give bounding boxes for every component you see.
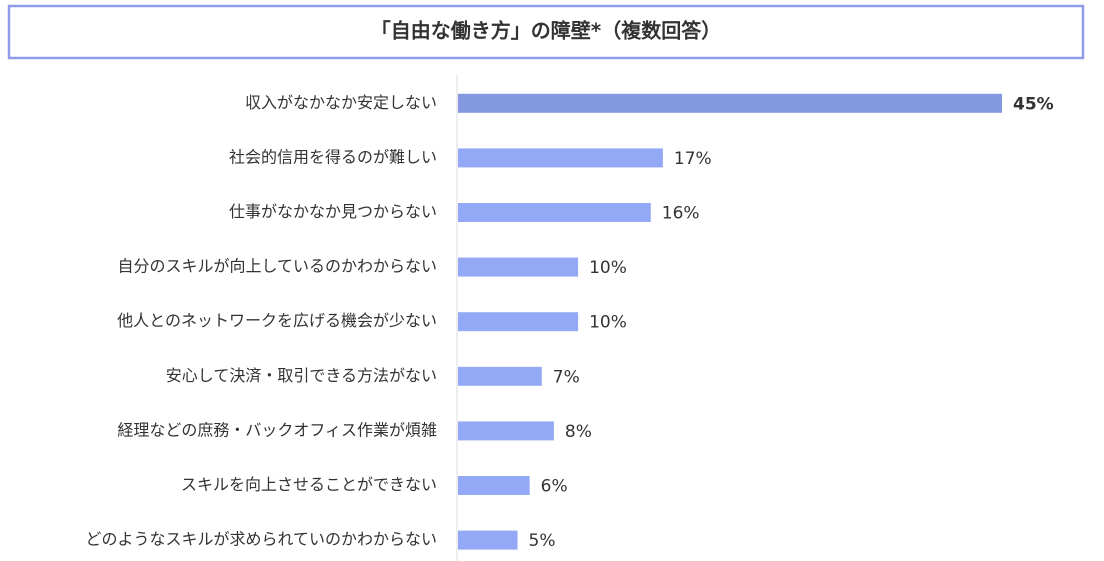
category-label: スキルを向上させることができない bbox=[181, 475, 437, 494]
category-label: 経理などの庶務・バックオフィス作業が煩雑 bbox=[117, 420, 437, 439]
category-label: 他人とのネットワークを広げる機会が少ない bbox=[117, 311, 437, 330]
bar bbox=[458, 366, 542, 386]
category-label: 仕事がなかなか見つからない bbox=[229, 202, 437, 221]
value-label: 17% bbox=[674, 149, 712, 169]
bar bbox=[458, 93, 1002, 113]
category-label: 安心して決済・取引できる方法がない bbox=[166, 366, 437, 385]
category-label: どのようなスキルが求められていのかわからない bbox=[85, 530, 437, 549]
bar bbox=[458, 476, 530, 495]
title-box bbox=[7, 4, 1085, 60]
category-label: 自分のスキルが向上しているのかわからない bbox=[117, 257, 437, 276]
bar bbox=[458, 148, 663, 168]
value-label: 8% bbox=[565, 422, 592, 442]
chart-title: 「自由な働き方」の障壁*（複数回答） bbox=[371, 19, 721, 43]
bar bbox=[458, 203, 651, 222]
value-label: 16% bbox=[662, 204, 700, 224]
bar bbox=[458, 421, 554, 441]
value-label: 5% bbox=[529, 531, 556, 551]
category-label: 社会的信用を得るのが難しい bbox=[229, 147, 437, 166]
category-label: 収入がなかなか安定しない bbox=[245, 93, 437, 112]
value-label: 10% bbox=[589, 313, 627, 333]
value-label: 10% bbox=[589, 258, 627, 278]
value-label: 7% bbox=[553, 367, 580, 387]
bar bbox=[458, 312, 579, 332]
value-label: 45% bbox=[1013, 94, 1054, 114]
bar bbox=[458, 530, 518, 550]
bar bbox=[458, 257, 579, 277]
value-label: 6% bbox=[541, 477, 568, 497]
